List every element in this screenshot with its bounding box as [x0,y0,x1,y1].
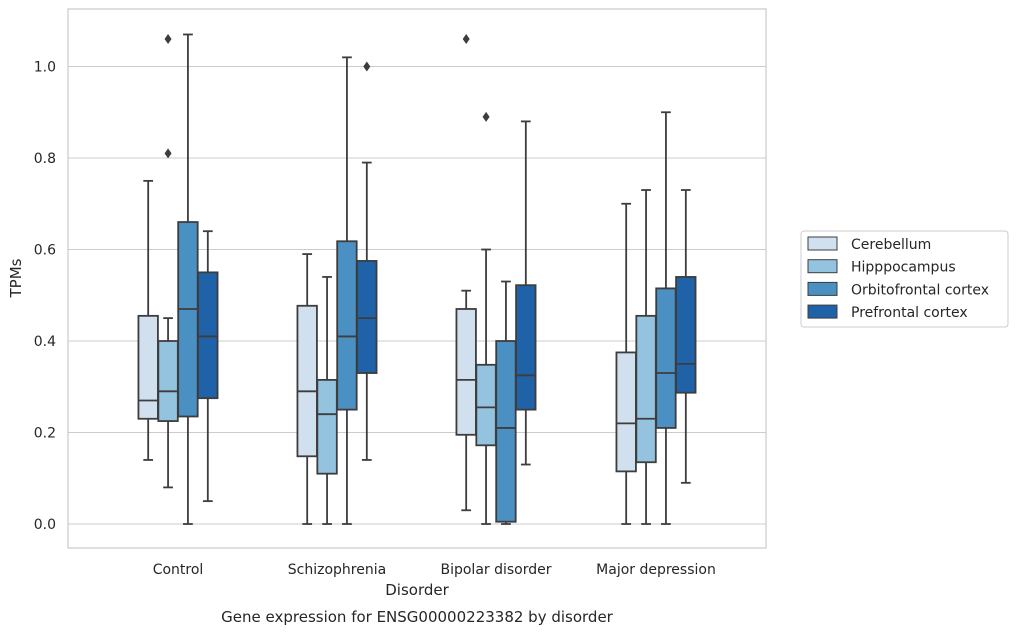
box-iqr [635,314,657,464]
y-axis-label: TPMs [7,258,25,298]
box-iqr [475,363,497,447]
box-iqr [675,276,697,394]
legend-swatch [807,304,838,319]
plot-frame [67,8,767,549]
box-iqr [137,314,159,420]
y-tick-labels: 0.0 0.2 0.4 0.6 0.8 1.0 [34,60,56,534]
legend-label: Cerebellum [851,237,931,253]
box-iqr [316,378,338,475]
legend-label: Orbitofrontal cortex [851,282,989,298]
legend: Cerebellum Hipppocampus Orbitofrontal cort… [800,230,1009,328]
chart-caption: Gene expression for ENSG00000223382 by d… [221,608,614,626]
box [635,189,657,525]
plot-area [68,9,766,548]
x-tick-label: Control [153,562,204,578]
box [675,189,697,484]
legend-label: Hipppocampus [851,260,956,276]
legend-swatch [807,281,838,296]
outlier-point [164,34,172,45]
box-iqr [615,351,637,473]
legend-swatch [807,259,838,274]
box-series [137,33,697,525]
legend-frame [800,230,1009,328]
y-tick-label: 0.0 [34,517,56,533]
x-tick-labels: Control Schizophrenia Bipolar disorder Majo… [153,562,716,578]
box-iqr [157,340,179,422]
y-tick-label: 0.4 [34,334,56,350]
box [515,120,537,466]
box [137,179,159,461]
series-prefrontal-cortex [197,61,697,503]
y-tick-label: 1.0 [34,60,56,76]
y-tick-label: 0.2 [34,426,56,442]
outlier-point [363,61,371,72]
box-iqr [296,304,318,458]
box [495,280,517,525]
box-iqr [515,284,537,411]
box [316,276,338,525]
box-iqr [336,240,358,411]
x-axis-label: Disorder [385,581,449,599]
series-hipppocampus [157,34,657,525]
box-iqr [495,340,517,523]
box [356,61,378,461]
box-iqr [455,308,477,436]
box-iqr [197,271,219,400]
box-iqr [655,287,677,429]
box [177,33,199,525]
y-tick-label: 0.8 [34,151,56,167]
box [197,230,219,503]
x-tick-label: Bipolar disorder [440,562,551,578]
box [475,111,497,525]
outlier-point [164,148,172,159]
y-tick-label: 0.6 [34,243,56,259]
box-iqr [356,260,378,374]
box [655,111,677,525]
box-iqr [177,221,199,418]
x-tick-label: Schizophrenia [288,562,386,578]
legend-swatch [807,236,838,251]
outlier-point [482,111,490,122]
x-tick-label: Major depression [596,562,716,578]
box [455,34,477,512]
outlier-point [462,34,470,45]
legend-label: Prefrontal cortex [851,305,968,321]
series-orbitofrontal-cortex [177,33,677,525]
